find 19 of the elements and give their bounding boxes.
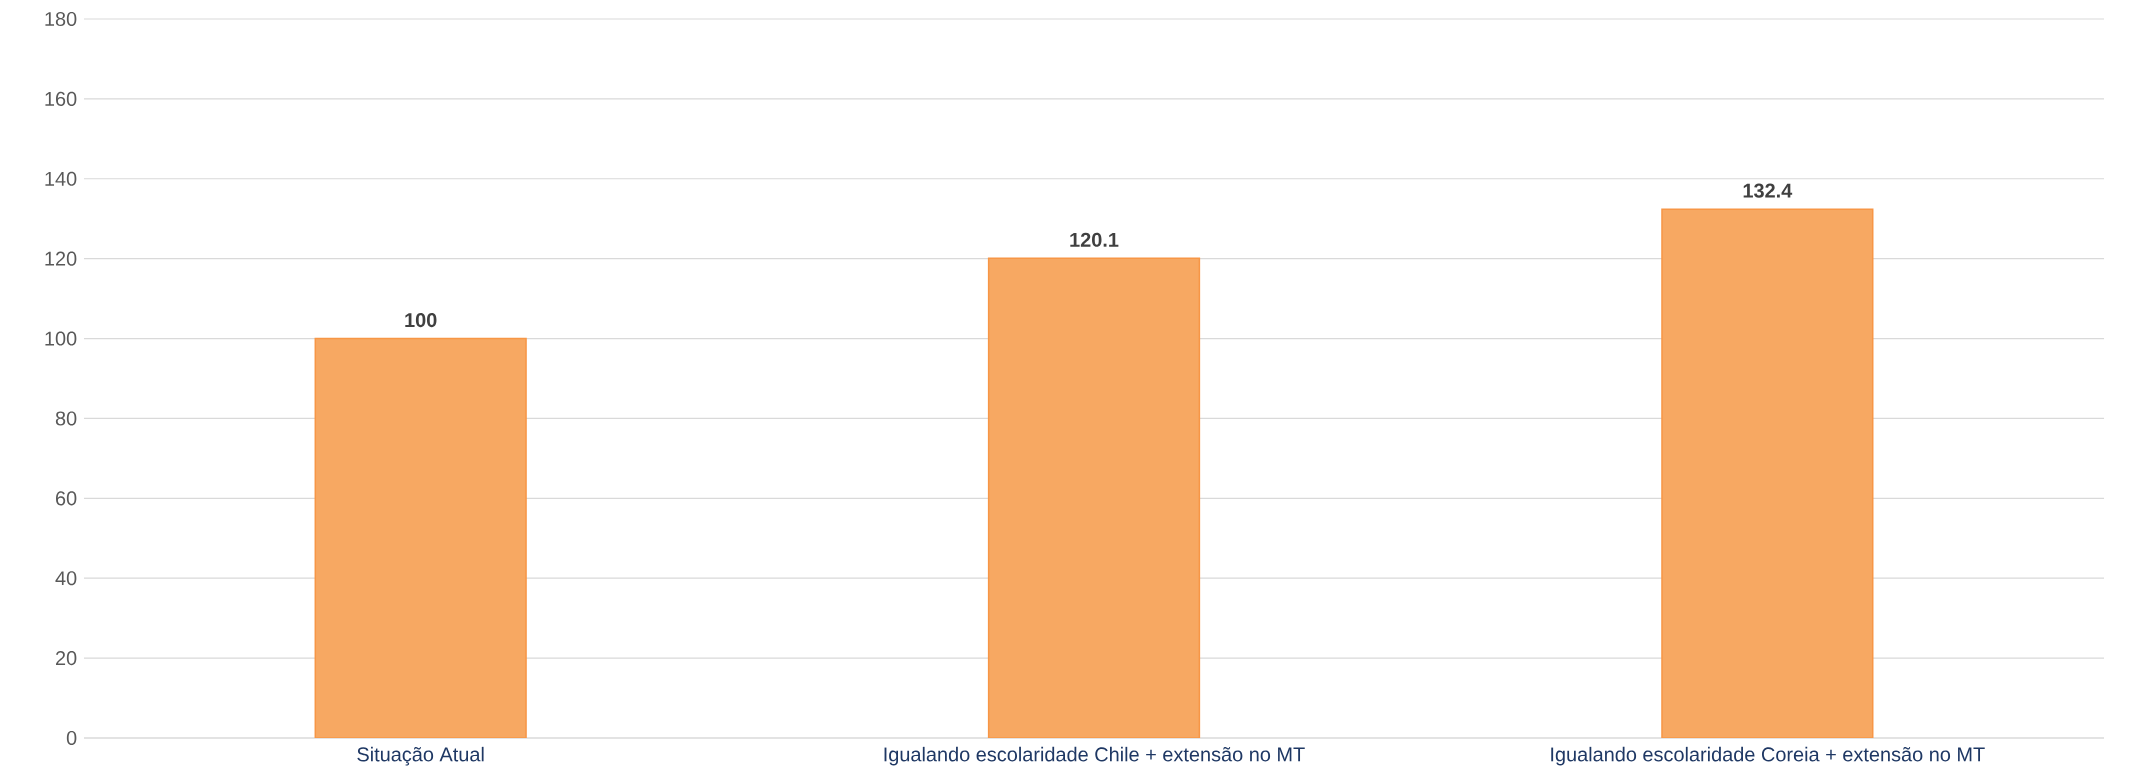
- data-label: 100: [405, 313, 437, 328]
- y-tick-label: 80: [55, 411, 77, 426]
- bar: [987, 257, 1201, 738]
- y-tick-label: 20: [56, 651, 77, 666]
- x-tick-label: Igualando escolaridade Chile + extensão no MT: [884, 746, 1305, 766]
- data-label: 120.1: [1070, 232, 1119, 247]
- bar: [1661, 208, 1874, 738]
- x-tick-label: Igualando escolaridade Coreia + extensão no MT: [1551, 746, 1985, 766]
- y-tick-label: 140: [45, 171, 77, 186]
- y-tick-label: 100: [45, 331, 77, 346]
- y-tick-label: 40: [55, 571, 77, 586]
- y-tick-label: 0: [66, 730, 77, 746]
- bar: [314, 337, 527, 738]
- y-tick-label: 120: [45, 251, 77, 266]
- data-label: 132.4: [1743, 183, 1793, 198]
- y-tick-label: 180: [45, 11, 77, 27]
- y-tick-label: 160: [45, 91, 77, 106]
- x-tick-label: Situação Atual: [357, 746, 484, 766]
- y-tick-label: 60: [56, 491, 77, 506]
